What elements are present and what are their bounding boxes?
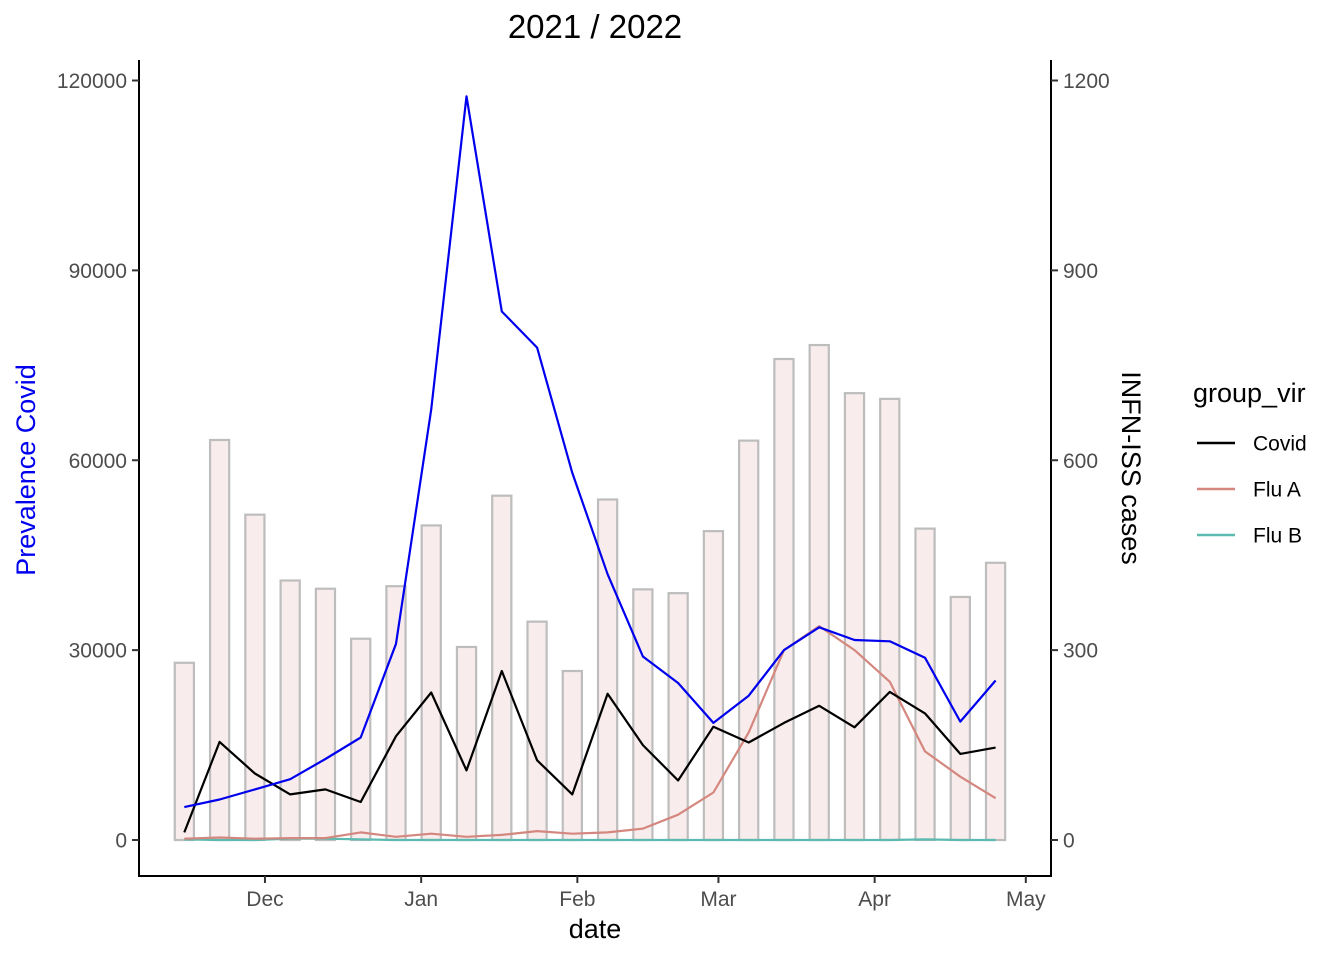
y-left-tick-label: 90000 [69,260,127,283]
y-right-tick-label: 600 [1063,450,1098,473]
bar-2021-12-06 [279,579,301,842]
bar-2022-04-04 [879,397,901,842]
axes-layer [138,60,1052,877]
bar-2022-04-18 [949,595,971,842]
y-right-tick-label: 900 [1063,260,1098,283]
x-tick-label: Mar [700,888,736,911]
bar-2022-03-28 [843,392,866,842]
legend-label-covid: Covid [1253,433,1307,456]
y-axis-left-title: Prevalence Covid [11,364,41,576]
x-tick-label: Apr [858,888,891,911]
bar-2021-12-27 [385,585,407,842]
legend-label-flu-b: Flu B [1253,525,1302,548]
x-axis-title: date [569,914,622,944]
bar-2021-12-13 [314,587,337,842]
series-line-covid [183,669,996,833]
bar-2022-01-31 [561,669,583,842]
bar-2022-03-14 [773,357,795,842]
y-axis-right-title: INFN-ISS cases [1116,371,1146,565]
x-tick-label: Jan [404,888,438,911]
chart-title: 2021 / 2022 [508,8,682,45]
bars-layer [173,343,1007,842]
y-right-tick-label: 0 [1063,830,1075,853]
bar-2022-01-10 [455,645,478,842]
prevalence-line [184,95,997,809]
legend-label-flu-a: Flu A [1253,479,1301,502]
x-tick-label: May [1006,888,1046,911]
y-left-tick-label: 30000 [69,640,127,663]
y-left-tick-label: 120000 [57,70,127,93]
bar-2022-03-21 [808,343,830,842]
bar-2022-02-21 [667,592,689,842]
bar-2022-01-03 [420,524,442,842]
bar-2021-12-20 [350,637,372,842]
y-right-tick-label: 1200 [1063,70,1110,93]
legend-title: group_vir [1193,378,1306,408]
ticks-layer: 0 30000 60000 90000 120000 0 300 600 900 1200 Dec J… [57,70,1110,911]
bar-2022-01-24 [526,620,548,842]
bar-2022-01-17 [491,494,513,842]
bar-2022-04-11 [914,527,936,842]
series-line-flu-a [184,624,997,840]
bar-2022-04-25 [984,561,1007,842]
bar-2021-11-22 [208,438,231,842]
y-left-tick-label: 60000 [69,450,127,473]
x-tick-label: Feb [559,888,595,911]
bar-2022-03-07 [738,439,760,842]
y-left-tick-label: 0 [115,830,127,853]
x-tick-label: Dec [246,888,283,911]
legend: group_vir Covid Flu A Flu B [1193,378,1307,548]
bar-2022-02-14 [632,588,654,842]
y-right-tick-label: 300 [1063,640,1098,663]
bar-2022-02-07 [596,498,619,842]
lines-layer [183,95,997,842]
